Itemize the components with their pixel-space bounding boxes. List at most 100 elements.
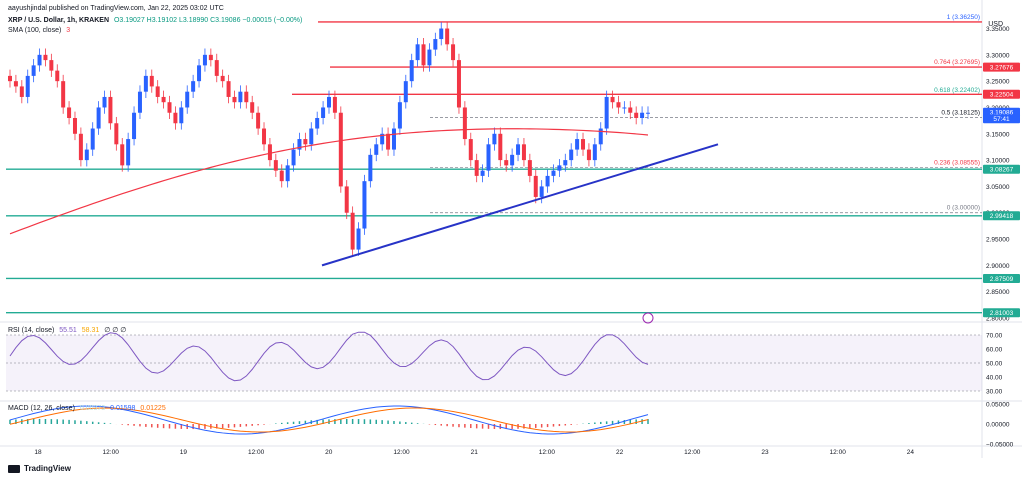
fib-label: 0.5 (3.18125) [941,109,980,116]
candle-body [516,144,521,155]
candle-body [43,54,48,61]
price-tag-bg [983,164,1020,174]
candle-body [391,128,396,150]
candle-body [31,65,36,76]
candle-body [315,118,320,129]
candle-body [462,107,467,140]
candle-body [362,181,367,229]
candle-body [19,86,24,97]
tradingview-logo[interactable]: TradingView [8,464,71,473]
candle-body [114,123,119,145]
macd-legend[interactable]: MACD (12, 26, close) 0.00373 0.01598 0.0… [8,404,166,413]
candle-body [563,160,568,166]
candle-body [220,75,225,82]
candle-body [492,133,497,145]
candle-body [244,91,249,103]
candle-body [586,149,591,161]
macd-tick-label: 0.00000 [986,422,1010,429]
candle-body [498,133,503,161]
candle-body [49,60,54,71]
price-tag-bg [983,273,1020,283]
fib-label: 0.618 (3.22402) [934,87,980,94]
candle-body [291,149,296,166]
currency-label: USD [988,21,1003,28]
candle-body [256,112,261,129]
candle-body [592,144,597,161]
candle-body [356,228,361,250]
candle-body [303,139,308,145]
candle-body [250,102,255,113]
price-tag-label: 3.27676 [990,64,1014,71]
sma-value: 3 [66,27,71,34]
candle-body [214,60,219,76]
rsi-empty: ∅ ∅ ∅ [104,327,127,334]
candle-body [273,160,278,171]
macd-signal-value: 0.01225 [140,405,166,412]
candle-body [486,144,491,171]
rsi-legend[interactable]: RSI (14, close) 55.51 58.31 ∅ ∅ ∅ [8,326,126,335]
candle-body [350,212,355,250]
candle-body [521,144,526,161]
candle-body [179,107,184,124]
time-tick-label: 12:00 [830,449,847,456]
fib-label: 1 (3.36250) [947,14,980,21]
candle-body [72,118,77,134]
candle-body [185,91,190,108]
rsi-value2: 58.31 [81,327,100,334]
candle-body [208,54,213,61]
candle-body [397,102,402,129]
published-by: aayushjindal published on TradingView.co… [8,5,224,12]
price-tag: 57:41 [983,114,1020,124]
price-tag-bg [983,308,1020,318]
candle-body [238,91,243,103]
candle-body [510,154,515,166]
sma-label: SMA (100, close) [8,27,62,34]
candle-body [421,44,426,66]
candle-body [108,96,113,124]
candle-body [155,86,160,97]
candle-body [468,139,473,161]
candle-body [604,96,609,129]
candle-body [167,102,172,113]
price-tick-label: 3.30000 [986,52,1010,59]
candle-body [533,175,538,197]
candle-body [581,139,586,150]
time-tick-label: 12:00 [684,449,701,456]
time-tick-label: 22 [616,449,624,456]
candle-body [67,107,72,118]
candle-body [338,112,343,187]
rsi-label: RSI (14, close) [8,327,55,334]
candle-body [616,102,621,108]
candle-body [143,75,148,92]
macd-value: 0.01598 [110,405,136,412]
price-tag: 2.99418 [983,211,1020,221]
candle-body [25,75,30,97]
price-tick-label: 3.35000 [986,26,1010,33]
candle-body [13,81,18,87]
time-tick-label: 12:00 [539,449,556,456]
candle-body [634,112,639,118]
price-tag: 3.27676 [983,62,1020,72]
symbol-title[interactable]: XRP / U.S. Dollar, 1h, KRAKEN O3.19027 H… [8,16,302,25]
fib-label: 0.764 (3.27695) [934,59,980,66]
price-tag: 3.22504 [983,89,1020,99]
candle-body [202,54,207,66]
price-tag-bg [983,89,1020,99]
rsi-tick-label: 50.00 [986,361,1003,368]
candle-body [622,107,627,109]
macd-label: MACD (12, 26, close) [8,405,75,412]
price-tick-label: 3.15000 [986,131,1010,138]
candle-body [344,186,349,213]
candle-body [504,160,509,166]
candle-body [646,112,650,114]
time-tick-label: 20 [325,449,333,456]
candle-body [368,154,373,182]
sma-legend[interactable]: SMA (100, close) 3 [8,26,70,35]
candle-body [439,28,444,40]
candle-body [61,81,66,108]
price-tag-label: 2.87509 [990,276,1014,283]
sma-line [9,128,649,235]
price-tick-label: 3.05000 [986,184,1010,191]
